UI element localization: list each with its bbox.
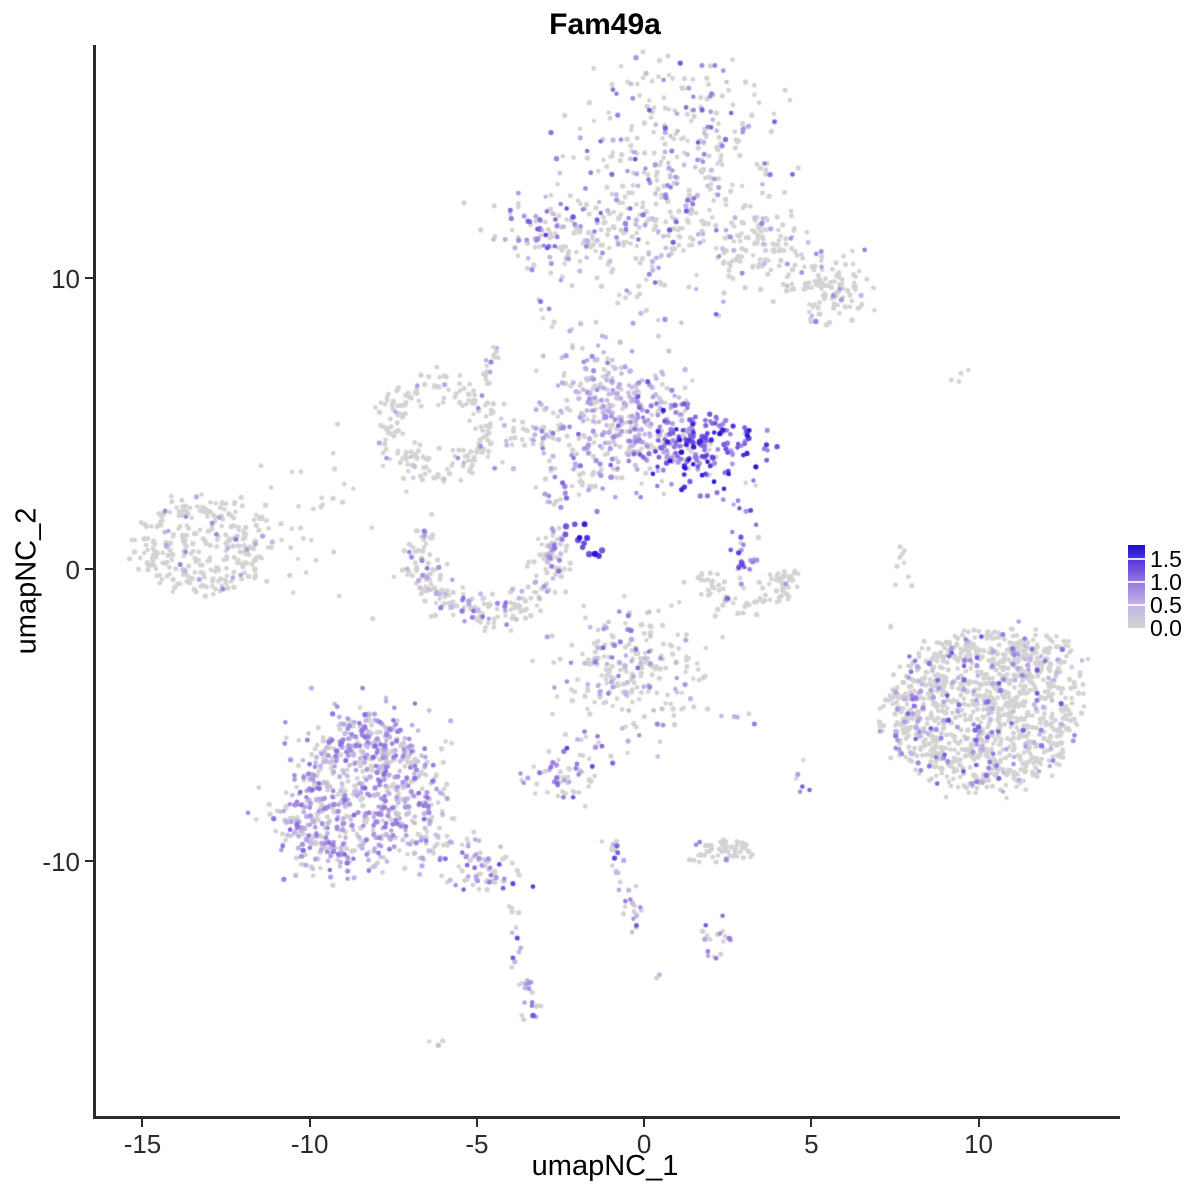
x-tick-mark: [643, 1119, 646, 1127]
x-tick-label: 10: [964, 1129, 993, 1159]
y-tick-mark: [85, 568, 93, 571]
legend-colorbar-tick: [1128, 580, 1145, 583]
x-tick-mark: [475, 1119, 478, 1127]
legend-colorbar-tick: [1128, 557, 1145, 560]
x-tick-label: 0: [636, 1129, 652, 1159]
x-tick-mark: [810, 1119, 813, 1127]
y-tick-label: 0: [65, 555, 80, 586]
y-axis-line: [93, 45, 96, 1119]
x-tick-label: -5: [465, 1129, 489, 1159]
y-tick-mark: [85, 859, 93, 862]
x-tick-mark: [141, 1119, 144, 1127]
legend-tick-label: 0.5: [1150, 591, 1182, 618]
x-tick-mark: [977, 1119, 980, 1127]
legend-tick-label: 0.0: [1150, 615, 1182, 641]
y-tick-label: -10: [42, 846, 80, 877]
y-tick-label: 10: [51, 263, 80, 294]
legend-tick-label: 1.5: [1150, 545, 1182, 572]
legend-colorbar-tick: [1128, 603, 1145, 606]
x-axis-line: [93, 1116, 1120, 1119]
legend-tick-label: 1.0: [1150, 568, 1182, 595]
y-tick-mark: [85, 276, 93, 279]
y-axis-title: umapNC_2: [10, 507, 43, 655]
legend-colorbar: [1128, 545, 1145, 628]
x-axis-title: umapNC_1: [531, 1150, 679, 1182]
plot-title: Fam49a: [549, 8, 661, 41]
x-tick-mark: [308, 1119, 311, 1127]
x-tick-label: 5: [804, 1129, 819, 1159]
x-tick-label: -15: [123, 1129, 162, 1159]
x-tick-label: -10: [290, 1129, 329, 1159]
